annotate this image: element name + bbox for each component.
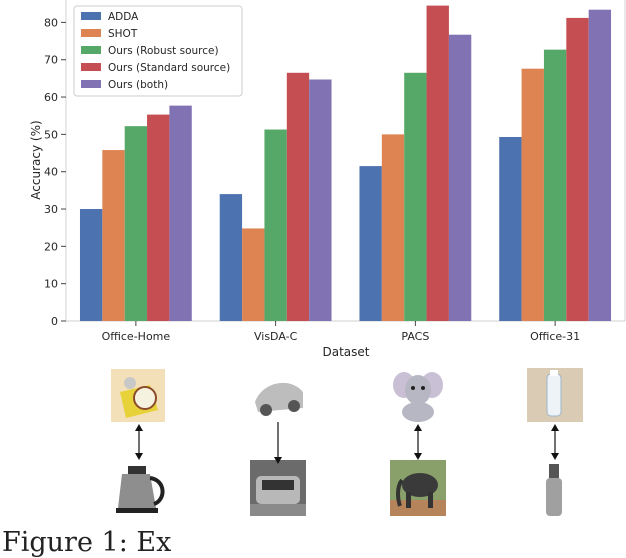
- y-tick-label: 70: [44, 54, 58, 67]
- bar-pacs-series-4: [448, 34, 472, 321]
- legend-swatch: [81, 29, 101, 37]
- legend-label: Ours (Robust source): [108, 45, 219, 57]
- legend-box: [73, 5, 243, 97]
- legend: ADDA SHOT Ours (Robust source) Ours (Standa…: [73, 5, 243, 97]
- bar-office-home-series-4: [169, 105, 192, 321]
- legend-label: SHOT: [108, 28, 138, 40]
- bar-visda-c-series-4: [309, 79, 332, 322]
- legend-swatch: [81, 12, 101, 20]
- y-tick-label: 60: [44, 91, 58, 104]
- bar-office-31-series-4: [588, 9, 612, 321]
- legend-label: ADDA: [108, 11, 139, 23]
- example-images: [111, 368, 583, 516]
- x-axis-ticks: Office-Home VisDA-C PACS Office-31: [102, 321, 580, 343]
- bar-pacs-series-3: [426, 5, 449, 321]
- y-tick-label: 20: [44, 240, 58, 253]
- bar-office-31-series-2: [543, 49, 567, 321]
- bar-visda-c-series-3: [286, 72, 310, 321]
- bar-office-home-series-0: [79, 209, 103, 321]
- y-axis-label: Accuracy (%): [29, 120, 43, 199]
- legend-swatch: [81, 80, 101, 88]
- y-tick-label: 10: [44, 278, 58, 291]
- x-tick-label: Office-31: [530, 330, 580, 343]
- bar-office-home-series-2: [124, 126, 148, 321]
- bar-pacs-series-2: [404, 72, 427, 321]
- legend-swatch: [81, 46, 101, 54]
- x-tick-label: PACS: [401, 330, 429, 343]
- bar-pacs-series-0: [359, 166, 382, 321]
- y-tick-label: 80: [44, 16, 58, 29]
- legend-label: Ours (Standard source): [108, 62, 230, 74]
- legend-swatch: [81, 63, 101, 71]
- figure-caption: Figure 1: Ex: [2, 527, 172, 558]
- water-bottle-image: [527, 368, 583, 422]
- y-axis-ticks: 0 10 20 30 40 50 60 70 80: [44, 16, 66, 328]
- car-photo-image: [250, 460, 306, 516]
- cartoon-elephant-image: [390, 368, 446, 424]
- y-tick-label: 30: [44, 203, 58, 216]
- y-tick-label: 0: [51, 315, 58, 328]
- kettle-photo-image: [111, 460, 167, 516]
- sketch-car-image: [250, 368, 306, 422]
- x-axis-label: Dataset: [323, 345, 370, 359]
- bar-pacs-series-1: [381, 134, 405, 321]
- bars: [79, 5, 612, 322]
- x-tick-label: Office-Home: [102, 330, 171, 343]
- bar-office-31-series-0: [499, 136, 522, 321]
- elephant-photo-image: [390, 460, 446, 516]
- bar-office-home-series-3: [147, 114, 170, 321]
- bar-office-31-series-1: [521, 68, 544, 321]
- bar-office-31-series-3: [566, 17, 589, 321]
- steel-bottle-image: [527, 460, 583, 516]
- legend-label: Ours (both): [108, 79, 168, 91]
- bar-visda-c-series-2: [264, 129, 287, 321]
- bar-visda-c-series-0: [219, 194, 243, 321]
- bar-office-home-series-1: [102, 150, 125, 321]
- cartoon-kettle-image: [111, 369, 165, 422]
- bar-visda-c-series-1: [242, 228, 265, 321]
- y-tick-label: 50: [44, 128, 58, 141]
- x-tick-label: VisDA-C: [254, 330, 298, 343]
- y-tick-label: 40: [44, 166, 58, 179]
